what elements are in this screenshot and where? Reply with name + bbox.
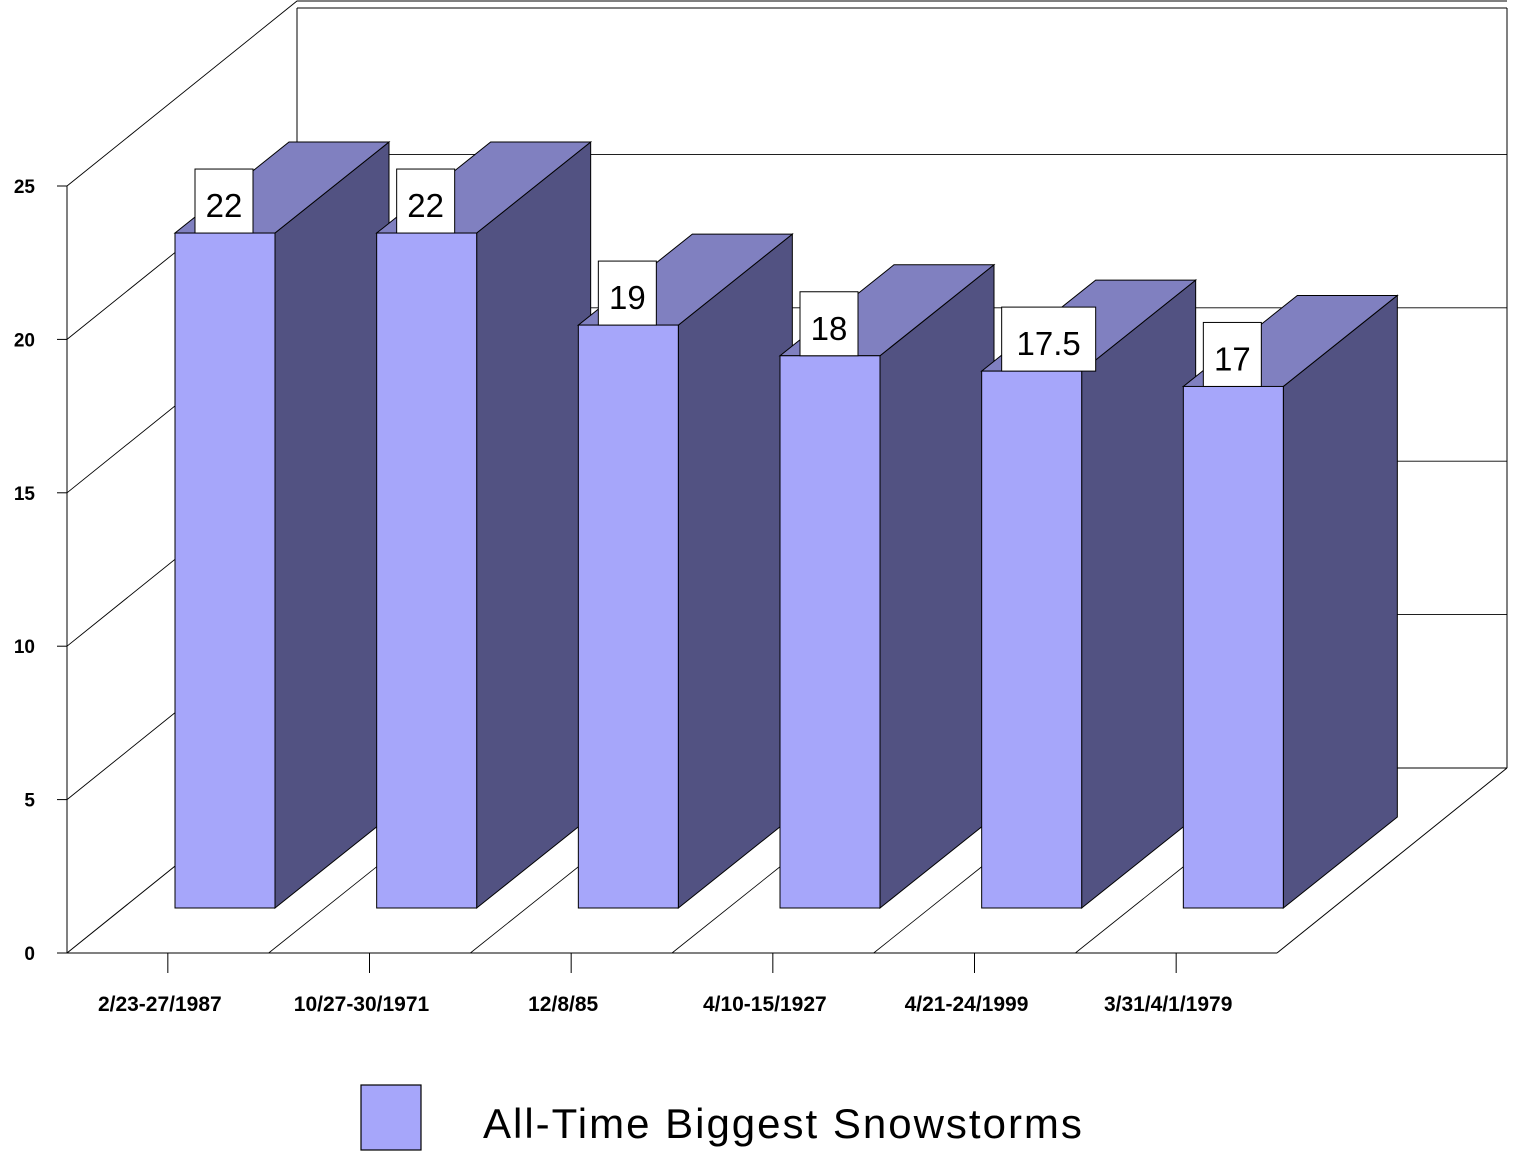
bar-side: [879, 263, 995, 910]
floor-divider: [268, 861, 383, 954]
x-tick-label: 12/8/85: [528, 993, 598, 1016]
bar: 22: [173, 141, 391, 910]
data-label: 19: [609, 279, 646, 316]
floor-divider: [671, 861, 787, 954]
x-tick-label: 10/27-30/1971: [294, 993, 430, 1016]
floor-divider: [1075, 861, 1190, 954]
bar: 19: [576, 233, 794, 910]
data-label: 17: [1214, 340, 1251, 377]
legend-swatch: [360, 1084, 422, 1151]
bar-series: 22 22 19 18 17.5 17: [173, 141, 1399, 910]
bar-front: [1182, 385, 1284, 909]
x-tick-label: 2/23-27/1987: [98, 993, 222, 1016]
legend-label: All-Time Biggest Snowstorms: [483, 1100, 1084, 1147]
bar-front: [577, 324, 679, 909]
bar-side: [476, 141, 592, 910]
data-label: 22: [407, 187, 444, 224]
legend: All-Time Biggest Snowstorms: [360, 1084, 1084, 1151]
x-tick-label: 4/10-15/1927: [703, 993, 827, 1016]
bar: 17.5: [980, 279, 1198, 910]
bar-side: [1081, 279, 1197, 910]
gridline: [66, 0, 1507, 187]
y-tick-label: 10: [14, 637, 35, 658]
floor-divider: [873, 861, 988, 954]
y-tick-label: 15: [14, 484, 36, 505]
bar-side: [677, 233, 793, 910]
bar-side: [274, 141, 390, 910]
bar: 22: [375, 141, 593, 910]
data-label-box: [597, 260, 657, 326]
bar-front: [376, 232, 478, 909]
y-tick-label: 25: [14, 177, 36, 198]
data-label-box: [396, 168, 456, 234]
data-label-box: [799, 291, 859, 357]
data-label: 17.5: [1017, 325, 1081, 362]
bar-front: [174, 232, 276, 909]
floor-divider: [470, 861, 585, 954]
y-tick-label: 5: [24, 791, 35, 812]
y-tick-label: 0: [24, 944, 35, 965]
data-label: 22: [206, 187, 243, 224]
floor-right-edge: [1276, 767, 1508, 954]
data-label-box: [1202, 321, 1262, 387]
bar: 17: [1181, 294, 1399, 910]
data-label: 18: [811, 310, 848, 347]
x-tick-label: 3/31/4/1/1979: [1104, 993, 1232, 1016]
y-tick-label: 20: [14, 330, 35, 351]
data-label-box: [1001, 306, 1097, 372]
bar-side: [1282, 294, 1398, 910]
y-axis-ticks: 0 5 10 15 20 25: [14, 177, 67, 965]
x-axis-ticks: 2/23-27/1987 10/27-30/1971 12/8/85 4/10-15/…: [98, 953, 1232, 1016]
bar-front: [779, 355, 881, 909]
bar-front: [981, 370, 1083, 909]
bar: 18: [778, 263, 996, 910]
data-label-box: [194, 168, 254, 234]
x-tick-label: 4/21-24/1999: [905, 993, 1029, 1016]
